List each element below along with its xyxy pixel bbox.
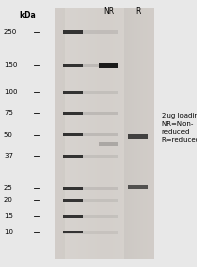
Bar <box>63 187 118 190</box>
Bar <box>63 231 118 234</box>
Text: 100: 100 <box>4 89 18 95</box>
Bar <box>63 64 83 67</box>
Bar <box>63 215 118 218</box>
Text: 75: 75 <box>4 111 13 116</box>
Text: NR: NR <box>103 7 114 16</box>
Bar <box>63 133 118 136</box>
Bar <box>63 64 118 67</box>
Text: 25: 25 <box>4 185 13 191</box>
Bar <box>63 91 118 94</box>
Text: 50: 50 <box>4 132 13 138</box>
Bar <box>63 30 118 34</box>
Text: 150: 150 <box>4 62 17 68</box>
Text: 20: 20 <box>4 197 13 203</box>
Bar <box>55 8 154 259</box>
Bar <box>98 143 118 146</box>
Bar <box>98 63 118 68</box>
Text: 10: 10 <box>4 229 13 235</box>
Text: 15: 15 <box>4 213 13 219</box>
Text: 2ug loading
NR=Non-
reduced
R=reduced: 2ug loading NR=Non- reduced R=reduced <box>162 113 197 143</box>
Bar <box>63 133 83 136</box>
Bar <box>63 112 118 115</box>
Bar <box>65 8 124 259</box>
Text: 37: 37 <box>4 153 13 159</box>
Bar <box>63 187 83 190</box>
Bar <box>63 155 83 158</box>
Bar <box>63 231 83 233</box>
Bar <box>63 199 118 202</box>
Bar <box>63 91 83 94</box>
Bar <box>63 199 83 202</box>
Bar <box>63 112 83 115</box>
Bar <box>63 155 118 158</box>
Bar <box>128 185 148 189</box>
Bar <box>128 134 148 139</box>
Bar <box>63 30 83 34</box>
Text: kDa: kDa <box>19 11 36 20</box>
Text: R: R <box>135 7 141 16</box>
Bar <box>63 215 83 218</box>
Text: 250: 250 <box>4 29 17 35</box>
